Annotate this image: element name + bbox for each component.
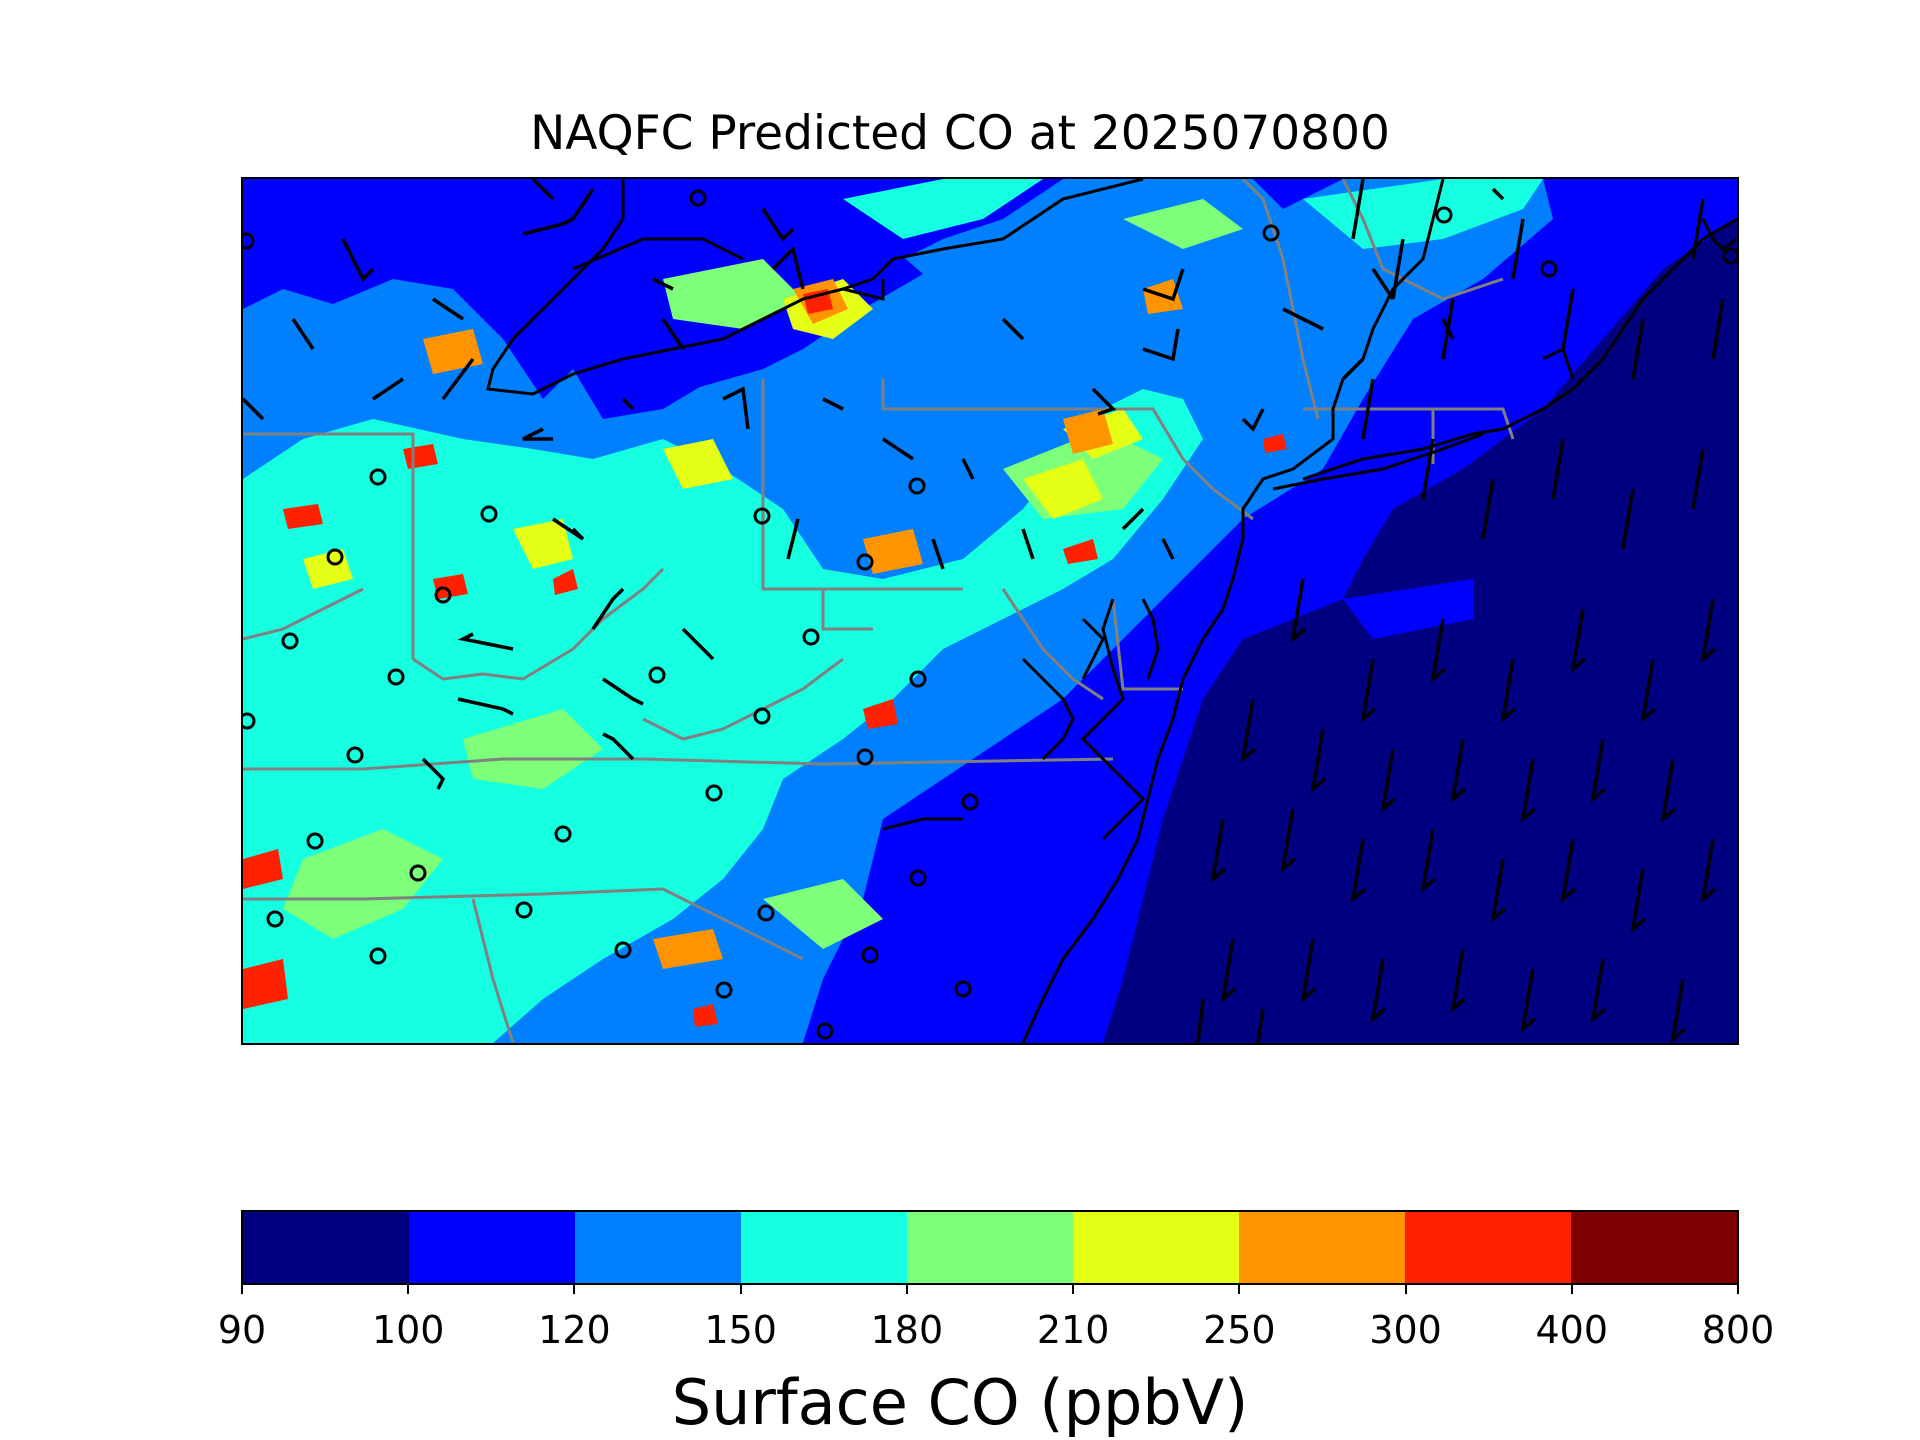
- colorbar-segment: [1239, 1212, 1405, 1283]
- colorbar-tick-label: 90: [217, 1308, 267, 1352]
- colorbar: [241, 1210, 1739, 1285]
- colorbar-tick-mark: [1570, 1285, 1573, 1294]
- colorbar-tick-mark: [1238, 1285, 1241, 1294]
- colorbar-tick-mark: [1072, 1285, 1075, 1294]
- colorbar-tick-mark: [241, 1285, 243, 1294]
- colorbar-label: Surface CO (ppbV): [671, 1366, 1249, 1439]
- map-panel: [241, 177, 1739, 1045]
- colorbar-tick-label: 150: [704, 1308, 777, 1352]
- colorbar-tick-label: 400: [1535, 1308, 1609, 1352]
- colorbar-segment: [1073, 1212, 1239, 1283]
- colorbar-tick-label: 250: [1203, 1308, 1276, 1352]
- colorbar-tick-label: 100: [371, 1308, 445, 1352]
- field-green: [283, 829, 443, 939]
- colorbar-tick-mark: [407, 1285, 410, 1294]
- colorbar-tick-mark: [573, 1285, 576, 1294]
- colorbar-segment: [243, 1212, 409, 1283]
- colorbar-tick-mark: [1404, 1285, 1407, 1294]
- field-red: [803, 289, 833, 314]
- colorbar-segment: [1571, 1212, 1737, 1283]
- colorbar-tick-mark: [739, 1285, 742, 1294]
- field-cyan: [243, 389, 1203, 1043]
- colorbar-tick-label: 800: [1701, 1308, 1775, 1352]
- colorbar-tick-label: 180: [870, 1308, 944, 1352]
- colorbar-segment: [409, 1212, 575, 1283]
- colorbar-segment: [907, 1212, 1073, 1283]
- colorbar-tick-mark: [1737, 1285, 1739, 1294]
- colorbar-tick-label: 120: [538, 1308, 611, 1352]
- co-map: [243, 179, 1737, 1043]
- ocean-far: [1103, 219, 1737, 1043]
- colorbar-tick-label: 300: [1369, 1308, 1442, 1352]
- colorbar-segment: [741, 1212, 907, 1283]
- colorbar-segment: [575, 1212, 741, 1283]
- colorbar-tick-label: 210: [1036, 1308, 1110, 1352]
- chart-title: NAQFC Predicted CO at 2025070800: [530, 106, 1390, 161]
- colorbar-segment: [1405, 1212, 1571, 1283]
- colorbar-tick-mark: [905, 1285, 908, 1294]
